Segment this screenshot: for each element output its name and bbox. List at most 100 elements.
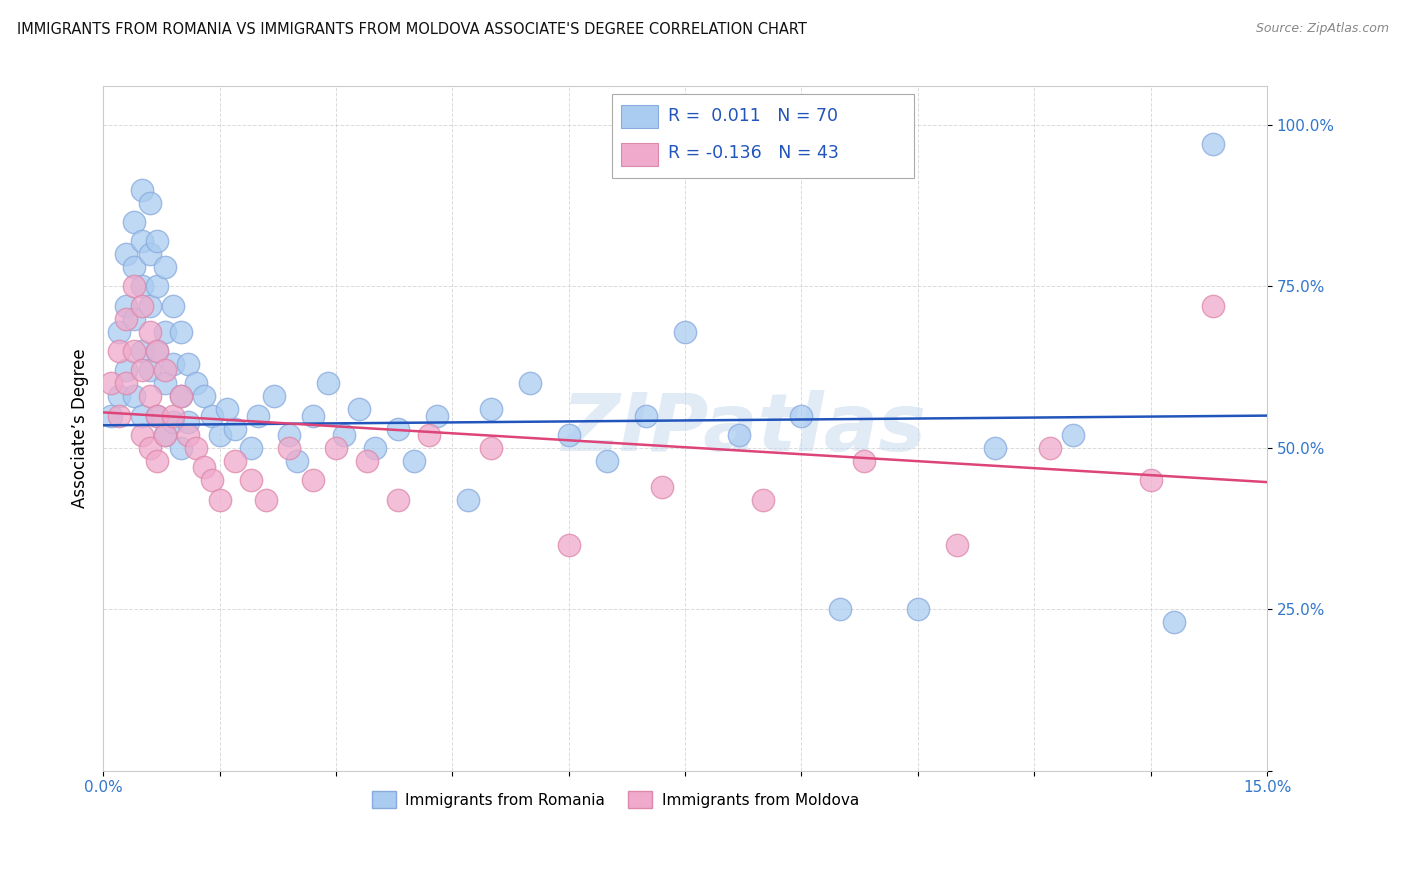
Point <box>107 389 129 403</box>
Point <box>325 441 347 455</box>
Point <box>107 325 129 339</box>
Text: R = -0.136   N = 43: R = -0.136 N = 43 <box>668 145 839 162</box>
Point <box>131 235 153 249</box>
Point <box>107 409 129 423</box>
Point <box>263 389 285 403</box>
Point <box>170 441 193 455</box>
Point <box>170 389 193 403</box>
Point <box>751 492 773 507</box>
Point <box>153 363 176 377</box>
Point <box>457 492 479 507</box>
Point <box>153 325 176 339</box>
Point <box>651 480 673 494</box>
Point <box>519 376 541 391</box>
Point <box>479 402 502 417</box>
Point <box>162 357 184 371</box>
Point <box>131 363 153 377</box>
Point <box>1163 615 1185 630</box>
Point <box>115 299 138 313</box>
Point <box>153 376 176 391</box>
Point <box>138 363 160 377</box>
Point <box>201 409 224 423</box>
Point <box>193 389 215 403</box>
Point <box>1139 473 1161 487</box>
Point <box>146 344 169 359</box>
Point <box>301 473 323 487</box>
Point <box>170 325 193 339</box>
Point <box>122 311 145 326</box>
Point <box>224 454 246 468</box>
Point <box>418 428 440 442</box>
Point <box>100 376 122 391</box>
Point <box>115 247 138 261</box>
Point <box>138 195 160 210</box>
Point <box>138 325 160 339</box>
Point <box>146 409 169 423</box>
Point <box>146 454 169 468</box>
Point <box>596 454 619 468</box>
Point <box>790 409 813 423</box>
Point <box>138 389 160 403</box>
Point <box>177 415 200 429</box>
Point <box>356 454 378 468</box>
Point <box>115 363 138 377</box>
Point <box>1202 299 1225 313</box>
Point <box>131 279 153 293</box>
Point <box>387 421 409 435</box>
Point <box>122 344 145 359</box>
Point <box>347 402 370 417</box>
Point <box>278 441 301 455</box>
Point <box>138 299 160 313</box>
Point <box>254 492 277 507</box>
Point <box>247 409 270 423</box>
Point <box>186 376 208 391</box>
Point <box>122 260 145 274</box>
Point <box>131 409 153 423</box>
Point <box>138 247 160 261</box>
Point <box>285 454 308 468</box>
Point <box>170 389 193 403</box>
Point <box>557 428 579 442</box>
Point <box>673 325 696 339</box>
Point <box>278 428 301 442</box>
Point <box>107 344 129 359</box>
Point <box>364 441 387 455</box>
Point <box>122 389 145 403</box>
Text: IMMIGRANTS FROM ROMANIA VS IMMIGRANTS FROM MOLDOVA ASSOCIATE'S DEGREE CORRELATIO: IMMIGRANTS FROM ROMANIA VS IMMIGRANTS FR… <box>17 22 807 37</box>
Point <box>146 344 169 359</box>
Point <box>177 428 200 442</box>
Point <box>153 260 176 274</box>
Point <box>115 311 138 326</box>
Point <box>852 454 875 468</box>
Point <box>332 428 354 442</box>
Point <box>115 376 138 391</box>
Point <box>131 344 153 359</box>
Point <box>208 428 231 442</box>
Point <box>122 279 145 293</box>
Point <box>316 376 339 391</box>
Point <box>239 441 262 455</box>
Point <box>830 602 852 616</box>
Point <box>907 602 929 616</box>
Point <box>945 538 967 552</box>
Point <box>224 421 246 435</box>
Point <box>162 409 184 423</box>
Point <box>193 460 215 475</box>
Point <box>162 415 184 429</box>
Point <box>131 183 153 197</box>
Point <box>984 441 1007 455</box>
Point <box>208 492 231 507</box>
Point <box>138 441 160 455</box>
Point <box>636 409 658 423</box>
Y-axis label: Associate’s Degree: Associate’s Degree <box>72 349 89 508</box>
Point <box>177 357 200 371</box>
Point <box>186 441 208 455</box>
Point <box>201 473 224 487</box>
Point <box>153 428 176 442</box>
Point <box>426 409 449 423</box>
Point <box>146 279 169 293</box>
Point <box>387 492 409 507</box>
Point <box>1039 441 1062 455</box>
Point <box>557 538 579 552</box>
Point <box>1062 428 1084 442</box>
